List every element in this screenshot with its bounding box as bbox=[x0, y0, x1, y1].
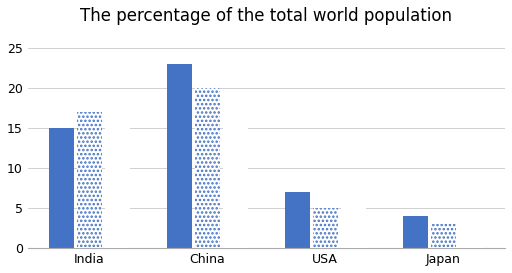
Title: The percentage of the total world population: The percentage of the total world popula… bbox=[80, 7, 453, 25]
Bar bbox=[431, 224, 456, 248]
Bar bbox=[223, 128, 248, 248]
Bar bbox=[313, 208, 338, 248]
Bar bbox=[105, 96, 130, 248]
Bar bbox=[403, 216, 428, 248]
Bar bbox=[458, 240, 483, 248]
Bar bbox=[77, 112, 102, 248]
Bar bbox=[285, 192, 310, 248]
Bar bbox=[195, 88, 220, 248]
Bar bbox=[167, 64, 192, 248]
Bar bbox=[49, 128, 74, 248]
Bar bbox=[340, 208, 366, 248]
